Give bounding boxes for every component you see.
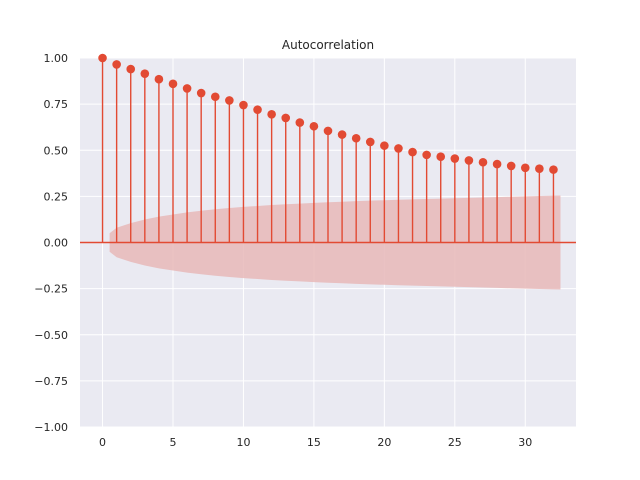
y-tick-label: 0.25: [44, 190, 69, 203]
y-tick-label: 0.00: [44, 237, 69, 250]
acf-marker: [549, 165, 558, 174]
y-tick-label: 0.75: [44, 98, 69, 111]
x-tick-label: 5: [170, 436, 177, 449]
acf-marker: [267, 109, 276, 119]
acf-marker: [154, 74, 164, 84]
acf-marker: [225, 96, 234, 105]
acf-marker: [323, 126, 333, 136]
acf-marker: [140, 69, 150, 78]
acf-marker: [464, 156, 474, 165]
acf-marker: [295, 118, 305, 127]
acf-marker: [436, 152, 446, 162]
acf-marker: [351, 133, 361, 143]
acf-marker: [408, 147, 417, 157]
x-tick-label: 20: [377, 436, 391, 449]
chart-title: Autocorrelation: [282, 38, 374, 52]
acf-marker: [98, 53, 107, 63]
y-tick-label: −0.75: [34, 375, 68, 388]
y-tick-label: −0.25: [34, 283, 68, 296]
acf-marker: [422, 150, 431, 160]
y-tick-label: −0.50: [34, 329, 68, 342]
acf-marker: [450, 154, 460, 163]
acf-marker: [281, 113, 291, 123]
acf-marker: [337, 130, 347, 139]
acf-marker: [253, 105, 262, 114]
acf-marker: [520, 163, 530, 173]
acf-marker: [182, 84, 192, 93]
x-tick-label: 15: [307, 436, 321, 449]
acf-marker: [309, 121, 319, 131]
x-tick-labels: 0 5 10 15 20 25 30: [99, 436, 532, 449]
acf-marker: [210, 92, 220, 102]
y-tick-label: 0.50: [44, 144, 69, 157]
y-tick-label: −1.00: [34, 421, 68, 434]
y-tick-labels: −1.00 −0.75 −0.50 −0.25 0.00 0.25 0.50 0.75 1.00: [34, 52, 68, 434]
acf-marker: [394, 144, 403, 153]
acf-marker: [380, 141, 389, 150]
x-tick-label: 25: [448, 436, 462, 449]
x-tick-label: 30: [518, 436, 532, 449]
acf-marker: [112, 60, 121, 69]
y-tick-label: 1.00: [44, 52, 69, 65]
acf-marker: [535, 164, 544, 173]
acf-marker: [365, 137, 375, 147]
acf-marker: [506, 161, 516, 171]
acf-marker: [478, 157, 488, 167]
x-tick-label: 0: [99, 436, 106, 449]
acf-marker: [168, 79, 178, 89]
stems-layer: [101, 58, 555, 243]
acf-marker: [126, 64, 136, 74]
markers-layer: [98, 53, 558, 174]
acf-marker: [239, 100, 248, 110]
x-tick-label: 10: [236, 436, 250, 449]
acf-marker: [492, 159, 502, 169]
acf-marker: [196, 88, 206, 98]
